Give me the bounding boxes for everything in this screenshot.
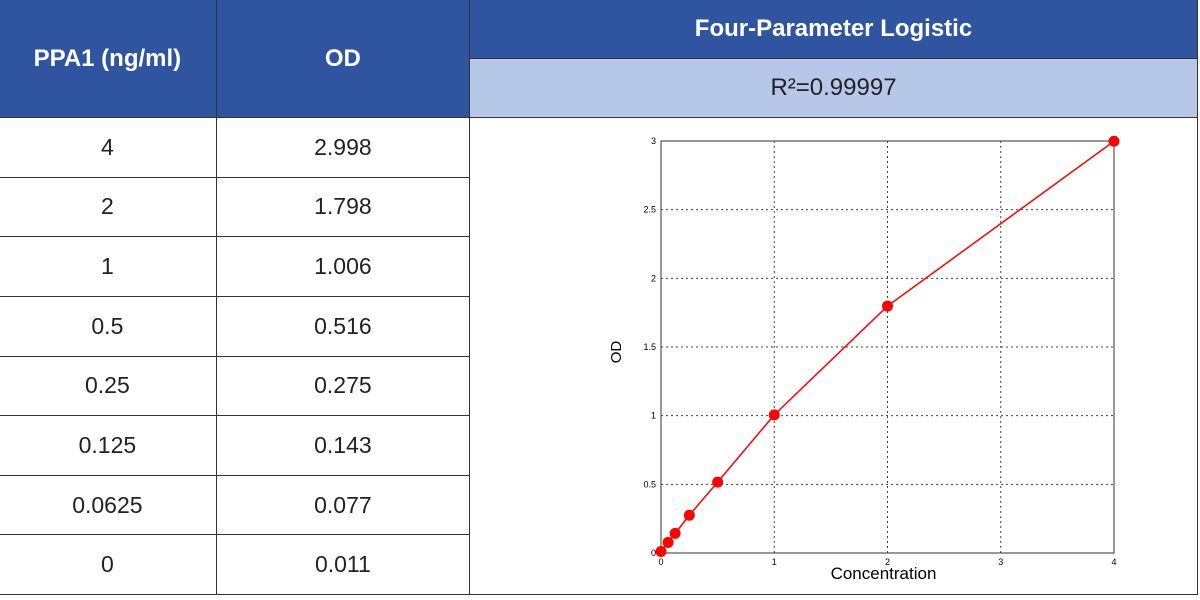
table-cell: 2.998 — [215, 117, 471, 178]
table-row: 0.0625 0.077 — [0, 474, 1198, 536]
x-tick-label: 0 — [658, 557, 663, 567]
y-tick-label: 3 — [650, 136, 655, 146]
y-tick-label: 0 — [650, 548, 655, 558]
table-row: 0 0.011 — [0, 534, 1198, 595]
header-title: Four-Parameter Logistic — [469, 0, 1198, 59]
table-cell: 0.143 — [215, 415, 471, 476]
y-tick-label: 0.5 — [643, 479, 656, 489]
table-cell: 2 — [0, 176, 217, 238]
x-axis-label: Concentration — [830, 564, 936, 583]
y-tick-label: 2 — [650, 273, 655, 283]
table-body: 4 2.998 0 0.5 1 1.5 2 2.5 3 0 1 2 3 4 Concentration OD 2… — [0, 117, 1198, 595]
chart: 0 0.5 1 1.5 2 2.5 3 0 1 2 3 4 Concentration OD — [608, 135, 1119, 583]
table-cell: 0.275 — [215, 355, 471, 417]
data-point — [683, 509, 695, 521]
x-tick-label: 4 — [1111, 557, 1116, 567]
data-point — [669, 527, 681, 539]
data-point — [711, 476, 723, 488]
y-tick-label: 2.5 — [643, 205, 656, 215]
x-tick-label: 2 — [884, 557, 889, 567]
table-cell: 0.25 — [0, 355, 217, 417]
plot-frame — [660, 140, 1114, 554]
table-cell: 1.798 — [215, 176, 471, 238]
table-cell: 4 — [0, 117, 217, 178]
table-cell: 0.5 — [0, 295, 217, 357]
table-cell: 0.077 — [215, 474, 471, 536]
data-point — [655, 545, 666, 557]
header-cell: OD — [215, 0, 471, 118]
y-tick-label: 1.5 — [643, 342, 656, 352]
table-row: 0.125 0.143 — [0, 415, 1198, 476]
x-tick-label: 3 — [998, 557, 1003, 567]
table-row: 4 2.998 0 0.5 1 1.5 2 2.5 3 0 1 2 3 4 Concentration OD — [0, 117, 1198, 595]
y-tick-label: 1 — [650, 411, 655, 421]
table-row: 2 1.798 — [0, 176, 1198, 238]
data-point — [1108, 135, 1119, 147]
table-cell: 0.0625 — [0, 474, 217, 536]
data-point — [768, 409, 780, 421]
data-point — [662, 536, 674, 548]
table-row: 0.5 0.516 — [0, 295, 1198, 357]
chart-cell: 0 0.5 1 1.5 2 2.5 3 0 1 2 3 4 Concentration OD — [469, 117, 1198, 595]
table-row: 0.25 0.275 — [0, 355, 1198, 417]
table-cell: 1 — [0, 236, 217, 297]
data-point — [881, 300, 893, 312]
y-axis-label: OD — [608, 341, 625, 364]
table-cell: 0 — [0, 534, 217, 595]
x-tick-label: 1 — [771, 557, 776, 567]
table-cell: 0.125 — [0, 415, 217, 476]
table-cell: 0.011 — [215, 534, 471, 595]
table-cell: 1.006 — [215, 236, 471, 297]
header-subtitle: R²=0.99997 — [469, 58, 1198, 118]
table-cell: 0.516 — [215, 295, 471, 357]
header-cell: PPA1 (ng/ml) — [0, 0, 217, 118]
